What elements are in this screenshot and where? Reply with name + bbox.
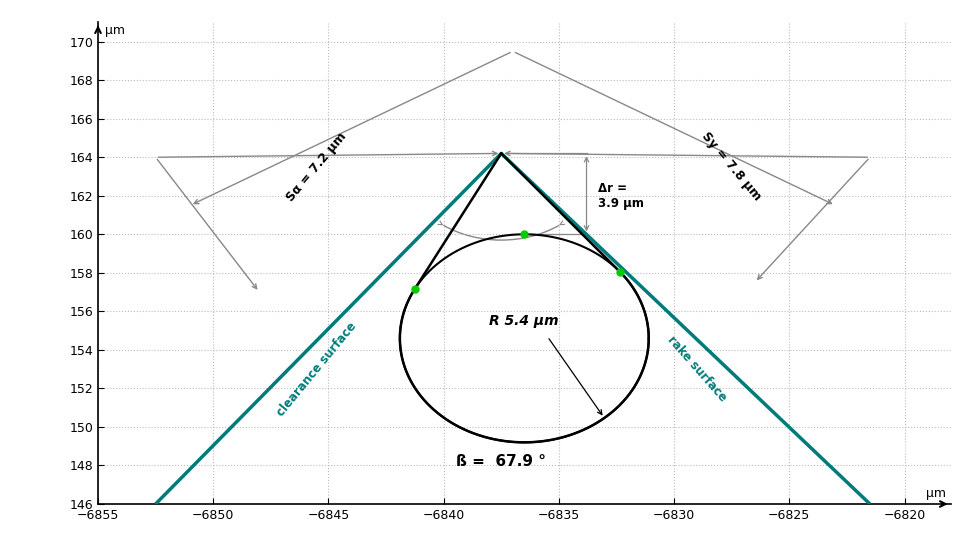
Text: μm: μm [926, 487, 946, 500]
Text: μm: μm [105, 24, 124, 38]
Text: R 5.4 μm: R 5.4 μm [489, 314, 560, 328]
Text: ß =  67.9 °: ß = 67.9 ° [457, 454, 546, 469]
Text: Sy = 7.8 μm: Sy = 7.8 μm [700, 130, 764, 204]
Text: Δr =
3.9 μm: Δr = 3.9 μm [598, 182, 644, 210]
Text: rake surface: rake surface [664, 334, 729, 404]
Text: clearance surface: clearance surface [274, 320, 360, 419]
Text: Sα = 7.2 μm: Sα = 7.2 μm [284, 130, 350, 204]
